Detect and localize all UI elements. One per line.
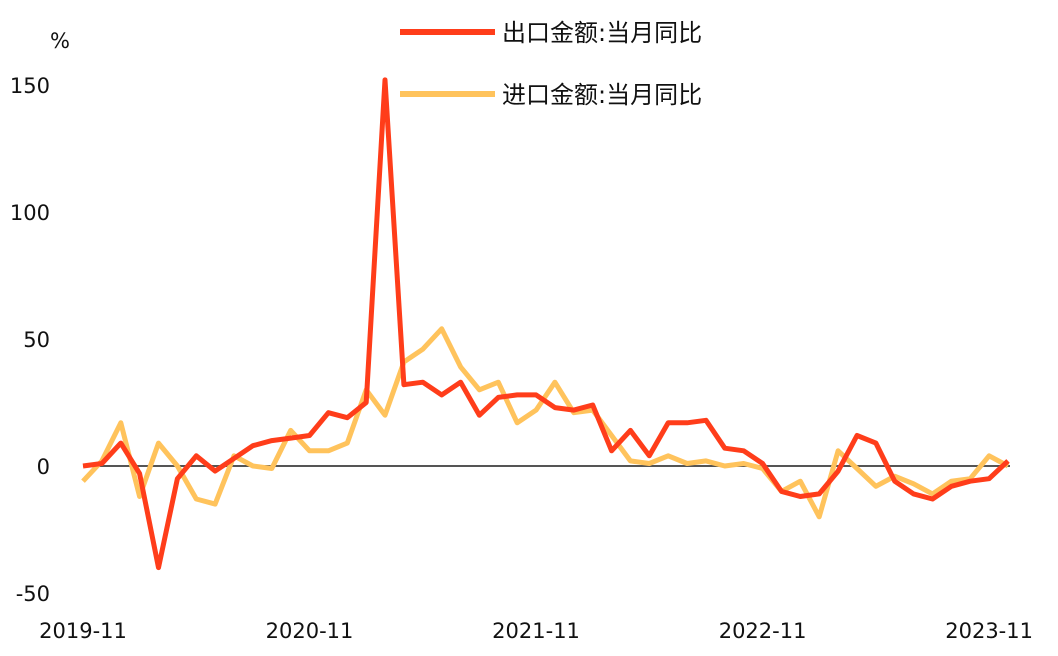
y-tick-label: -50 — [16, 582, 50, 606]
x-tick-label: 2022-11 — [719, 619, 807, 643]
x-tick-label: 2023-11 — [945, 619, 1033, 643]
legend-label: 出口金额:当月同比 — [502, 19, 702, 47]
series-line — [82, 77, 1010, 571]
x-tick-label: 2019-11 — [39, 619, 127, 643]
y-axis-label: % — [50, 29, 70, 53]
y-tick-label: 150 — [10, 74, 50, 98]
x-tick-label: 2020-11 — [266, 619, 354, 643]
y-tick-label: 100 — [10, 201, 50, 225]
y-tick-label: 50 — [23, 328, 50, 352]
legend-label: 进口金额:当月同比 — [502, 81, 702, 109]
x-tick-label: 2021-11 — [492, 619, 580, 643]
series-line — [81, 326, 1010, 520]
y-tick-label: 0 — [37, 455, 50, 479]
